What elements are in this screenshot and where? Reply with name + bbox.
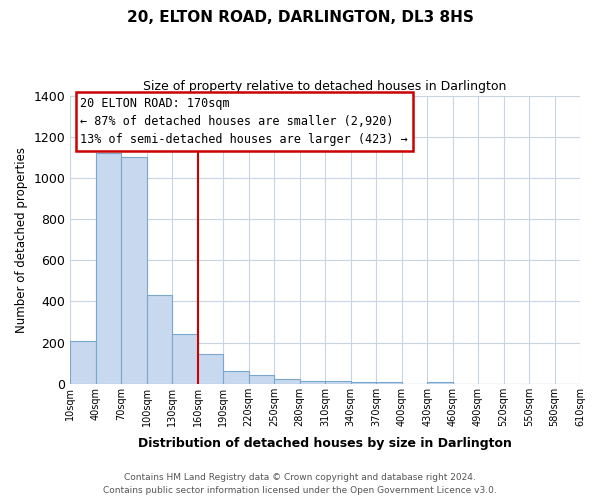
Text: 20, ELTON ROAD, DARLINGTON, DL3 8HS: 20, ELTON ROAD, DARLINGTON, DL3 8HS bbox=[127, 10, 473, 25]
Y-axis label: Number of detached properties: Number of detached properties bbox=[15, 146, 28, 332]
Text: Contains HM Land Registry data © Crown copyright and database right 2024.
Contai: Contains HM Land Registry data © Crown c… bbox=[103, 474, 497, 495]
Bar bbox=[299, 381, 325, 384]
Bar bbox=[198, 354, 223, 384]
X-axis label: Distribution of detached houses by size in Darlington: Distribution of detached houses by size … bbox=[138, 437, 512, 450]
Bar bbox=[121, 158, 147, 384]
Bar bbox=[427, 382, 452, 384]
Bar bbox=[147, 295, 172, 384]
Title: Size of property relative to detached houses in Darlington: Size of property relative to detached ho… bbox=[143, 80, 507, 93]
Bar bbox=[274, 379, 299, 384]
Bar bbox=[96, 153, 121, 384]
Bar bbox=[376, 382, 401, 384]
Bar bbox=[325, 382, 350, 384]
Bar bbox=[248, 375, 274, 384]
Bar bbox=[223, 372, 248, 384]
Bar bbox=[172, 334, 198, 384]
Bar bbox=[350, 382, 376, 384]
Bar bbox=[70, 340, 96, 384]
Text: 20 ELTON ROAD: 170sqm
← 87% of detached houses are smaller (2,920)
13% of semi-d: 20 ELTON ROAD: 170sqm ← 87% of detached … bbox=[80, 97, 408, 146]
